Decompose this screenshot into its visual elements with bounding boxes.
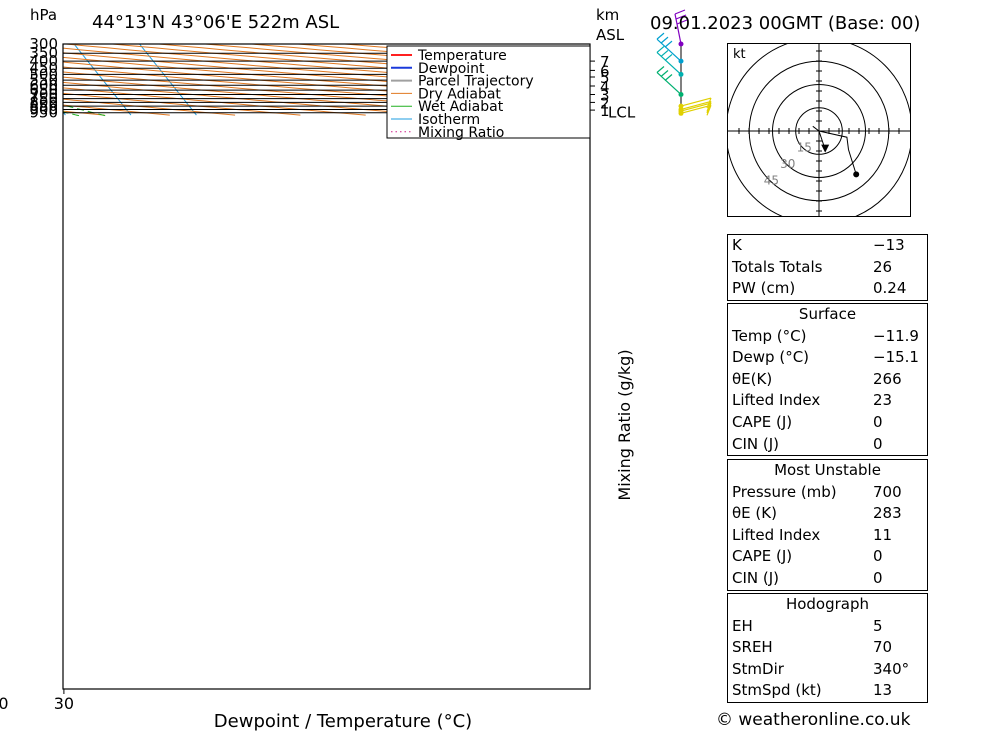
surface-table: Surface Temp (°C) −11.9 Dewp (°C) −15.1 θE… xyxy=(727,303,928,457)
dry-adiabat-line xyxy=(158,44,590,81)
hodograph-ring-label: 15 xyxy=(797,140,812,154)
hodo-row-eh: EH 5 xyxy=(732,616,883,635)
legend-entry: Isotherm xyxy=(418,112,480,128)
pressure-grid xyxy=(63,43,590,114)
mu-row-cape: CAPE (J) 0 xyxy=(732,547,883,566)
hodograph-panel: kt 15 30 45 xyxy=(725,37,913,225)
pressure-tick-label: 850 xyxy=(29,97,58,115)
surface-row-temp: Temp (°C) −11.9 xyxy=(732,326,919,345)
pressure-unit-label: hPa xyxy=(30,6,57,24)
pressure-tick-label: 600 xyxy=(29,76,58,94)
legend-entry: Parcel Trajectory xyxy=(418,74,534,90)
hodograph-title: Hodograph xyxy=(785,595,870,613)
wind-barb xyxy=(656,45,682,75)
pressure-tick-label: 450 xyxy=(29,59,58,77)
asl-label: ASL xyxy=(596,26,625,44)
pressure-tick-label: 750 xyxy=(29,90,58,108)
hodo-row-stmdir: StmDir 340° xyxy=(732,659,910,678)
pressure-tick-label: 650 xyxy=(29,81,58,99)
km-tick-label: 4 xyxy=(600,78,610,96)
surface-row-li: Lifted Index 23 xyxy=(732,391,893,410)
mu-row-li: Lifted Index 11 xyxy=(732,525,893,544)
hodograph-table: Hodograph EH 5 SREH 70 StmDir 340° StmSpd (… xyxy=(727,593,928,703)
mu-row-pressure: Pressure (mb) 700 xyxy=(732,482,902,501)
legend-entry: Wet Adiabat xyxy=(418,99,504,115)
x-axis-label: Dewpoint / Temperature (°C) xyxy=(214,711,472,732)
km-tick-label: 1 xyxy=(600,102,610,120)
x-tick-label: 20 xyxy=(0,694,9,713)
legend-entry: Mixing Ratio xyxy=(418,125,504,141)
pressure-tick-label: 900 xyxy=(29,101,58,119)
km-tick-label: 5 xyxy=(600,69,610,87)
location-title: 44°13'N 43°06'E 522m ASL xyxy=(92,12,339,33)
most-unstable-table: Most Unstable Pressure (mb) 700 θE (K) 283… xyxy=(727,459,928,591)
wind-barb xyxy=(656,32,682,62)
isotherm-line xyxy=(73,44,132,116)
hodograph-trace xyxy=(812,125,857,175)
hodograph-ring-label: 45 xyxy=(764,173,779,187)
dry-adiabat-line xyxy=(63,104,170,116)
mu-row-cin: CIN (J) 0 xyxy=(732,568,883,587)
km-tick-label: 2 xyxy=(600,94,610,112)
mu-row-thetae: θE (K) 283 xyxy=(732,504,902,523)
pressure-tick-label: 400 xyxy=(29,52,58,70)
dry-adiabat-line xyxy=(63,92,301,116)
legend-entry: Temperature xyxy=(417,48,507,64)
km-tick-label: 6 xyxy=(600,62,610,80)
hodo-row-stmspd: StmSpd (kt) 13 xyxy=(732,681,893,700)
dry-adiabat-line xyxy=(63,98,236,116)
index-row-k: K −13 xyxy=(732,236,905,254)
wind-barb xyxy=(656,66,682,95)
lcl-label: LCL xyxy=(608,103,636,121)
axes-text: 3003504004505005506006507007508008509009… xyxy=(0,35,636,713)
wind-barb xyxy=(674,9,688,45)
surface-row-dewp: Dewp (°C) −15.1 xyxy=(732,348,919,367)
pressure-tick-label: 700 xyxy=(29,86,58,104)
x-tick-label: 30 xyxy=(54,694,74,713)
dry-adiabat-line xyxy=(66,44,590,90)
datetime-title: 09.01.2023 00GMT (Base: 00) xyxy=(650,13,920,34)
hodograph-ring-label: 30 xyxy=(780,157,795,171)
km-tick-label: 7 xyxy=(600,53,610,71)
basic-indices-table: K −13 Totals Totals 26 PW (cm) 0.24 xyxy=(727,234,928,301)
legend-box xyxy=(386,45,591,139)
pressure-tick-label: 500 xyxy=(29,65,58,83)
dry-adiabat-line xyxy=(112,44,590,85)
km-unit-label: km xyxy=(596,6,619,24)
surface-row-cin: CIN (J) 0 xyxy=(732,434,883,453)
surface-row-cape: CAPE (J) 0 xyxy=(732,412,883,431)
legend-entry: Dry Adiabat xyxy=(418,86,501,102)
surface-title: Surface xyxy=(798,305,857,323)
hodo-row-sreh: SREH 70 xyxy=(732,638,893,657)
wind-barb-column xyxy=(656,9,712,116)
plot-frame xyxy=(62,43,591,690)
surface-row-thetae: θE(K) 266 xyxy=(732,369,902,388)
pressure-tick-label: 350 xyxy=(29,44,58,62)
index-row-totals: Totals Totals 26 xyxy=(732,257,893,276)
mixing-ratio-axis-label: Mixing Ratio (g/kg) xyxy=(615,349,634,500)
legend-entry: Dewpoint xyxy=(418,61,485,77)
km-tick-label: 3 xyxy=(600,87,610,105)
credit-link[interactable]: © weatheronline.co.uk xyxy=(716,710,911,730)
pressure-tick-label: 950 xyxy=(29,104,58,122)
pressure-tick-label: 300 xyxy=(29,35,58,53)
wind-barb xyxy=(680,104,712,116)
wind-barb xyxy=(680,102,712,114)
index-row-pw: PW (cm) 0.24 xyxy=(732,279,907,298)
hodograph-endpoint xyxy=(853,171,860,178)
mixing-ratio-line xyxy=(0,85,30,115)
hodograph-unit: kt xyxy=(733,47,746,62)
most-unstable-title: Most Unstable xyxy=(774,461,881,479)
pressure-tick-label: 800 xyxy=(29,93,58,111)
pressure-tick-label: 550 xyxy=(29,71,58,89)
wet-adiabat-line xyxy=(0,44,27,116)
storm-motion-arrowhead xyxy=(821,144,830,153)
